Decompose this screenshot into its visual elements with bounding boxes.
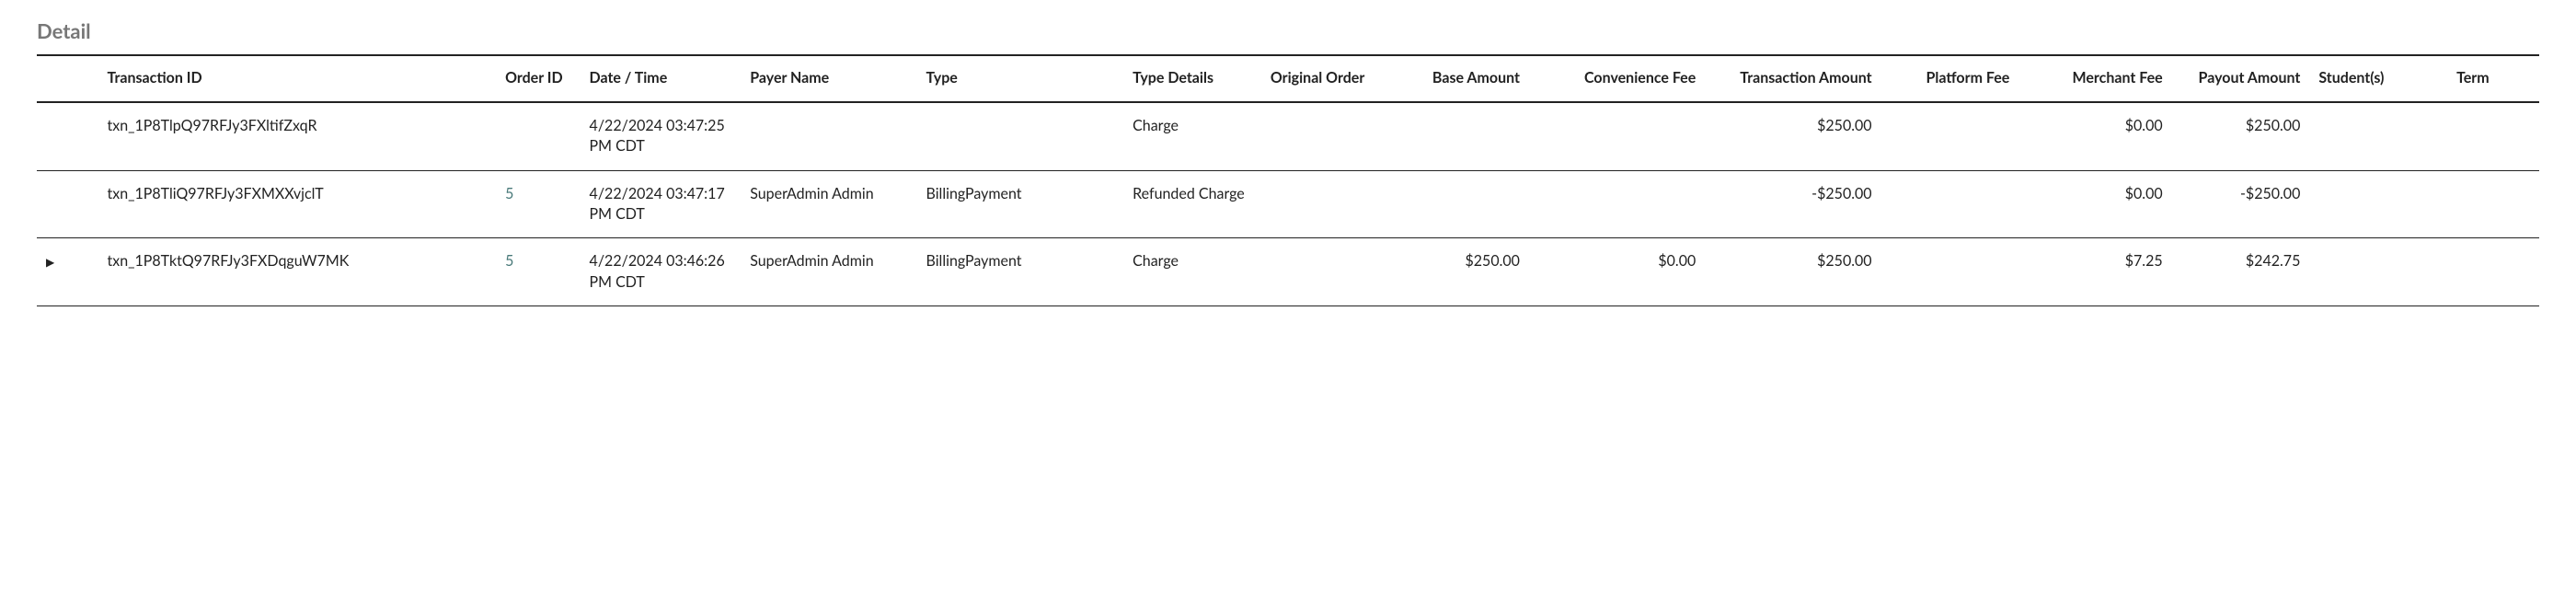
- cell-payout-amount: $242.75: [2172, 238, 2310, 306]
- table-row: txn_1P8TlpQ97RFJy3FXltifZxqR 4/22/2024 03…: [37, 102, 2539, 170]
- cell-transaction-id: txn_1P8TliQ97RFJy3FXMXXvjclT: [98, 170, 497, 238]
- table-body: txn_1P8TlpQ97RFJy3FXltifZxqR 4/22/2024 03…: [37, 102, 2539, 306]
- expand-cell: [37, 102, 98, 170]
- col-original-order: Original Order: [1261, 55, 1399, 102]
- col-transaction-amount: Transaction Amount: [1705, 55, 1880, 102]
- cell-merchant-fee: $7.25: [2018, 238, 2171, 306]
- cell-type-details: Refunded Charge: [1123, 170, 1261, 238]
- col-term: Term: [2447, 55, 2539, 102]
- cell-type: [917, 102, 1124, 170]
- cell-order-id-link[interactable]: 5: [505, 185, 513, 202]
- cell-payout-amount: -$250.00: [2172, 170, 2310, 238]
- cell-base-amount: [1399, 102, 1529, 170]
- cell-payer-name: [741, 102, 916, 170]
- col-students: Student(s): [2309, 55, 2447, 102]
- cell-order-id: 5: [496, 170, 580, 238]
- cell-transaction-id: txn_1P8TlpQ97RFJy3FXltifZxqR: [98, 102, 497, 170]
- cell-platform-fee: [1881, 102, 2019, 170]
- table-row: txn_1P8TliQ97RFJy3FXMXXvjclT 5 4/22/2024 0…: [37, 170, 2539, 238]
- cell-term: [2447, 170, 2539, 238]
- col-base-amount: Base Amount: [1399, 55, 1529, 102]
- cell-datetime: 4/22/2024 03:47:25 PM CDT: [581, 102, 742, 170]
- cell-type-details: Charge: [1123, 102, 1261, 170]
- cell-datetime: 4/22/2024 03:46:26 PM CDT: [581, 238, 742, 306]
- col-type-details: Type Details: [1123, 55, 1261, 102]
- cell-payer-name: SuperAdmin Admin: [741, 170, 916, 238]
- cell-payout-amount: $250.00: [2172, 102, 2310, 170]
- cell-original-order: [1261, 238, 1399, 306]
- col-type: Type: [917, 55, 1124, 102]
- cell-type: BillingPayment: [917, 238, 1124, 306]
- cell-transaction-amount: -$250.00: [1705, 170, 1880, 238]
- transactions-table: Transaction ID Order ID Date / Time Paye…: [37, 54, 2539, 306]
- col-payout-amount: Payout Amount: [2172, 55, 2310, 102]
- cell-order-id: [496, 102, 580, 170]
- table-header: Transaction ID Order ID Date / Time Paye…: [37, 55, 2539, 102]
- col-platform-fee: Platform Fee: [1881, 55, 2019, 102]
- cell-transaction-amount: $250.00: [1705, 102, 1880, 170]
- col-merchant-fee: Merchant Fee: [2018, 55, 2171, 102]
- col-payer-name: Payer Name: [741, 55, 916, 102]
- cell-order-id: 5: [496, 238, 580, 306]
- expand-row-icon[interactable]: ▶: [46, 255, 54, 271]
- cell-transaction-amount: $250.00: [1705, 238, 1880, 306]
- cell-transaction-id: txn_1P8TktQ97RFJy3FXDqguW7MK: [98, 238, 497, 306]
- cell-original-order: [1261, 170, 1399, 238]
- cell-original-order: [1261, 102, 1399, 170]
- cell-payer-name: SuperAdmin Admin: [741, 238, 916, 306]
- detail-section: Detail Transaction ID Order ID: [0, 0, 2576, 325]
- cell-order-id-link[interactable]: 5: [505, 252, 513, 270]
- col-convenience-fee: Convenience Fee: [1529, 55, 1705, 102]
- expand-cell: [37, 170, 98, 238]
- cell-students: [2309, 170, 2447, 238]
- cell-term: [2447, 102, 2539, 170]
- cell-merchant-fee: $0.00: [2018, 102, 2171, 170]
- cell-type: BillingPayment: [917, 170, 1124, 238]
- expand-cell[interactable]: ▶: [37, 238, 98, 306]
- section-title: Detail: [37, 18, 2539, 43]
- cell-base-amount: $250.00: [1399, 238, 1529, 306]
- cell-type-details: Charge: [1123, 238, 1261, 306]
- col-expand: [37, 55, 98, 102]
- cell-term: [2447, 238, 2539, 306]
- cell-convenience-fee: [1529, 170, 1705, 238]
- cell-datetime: 4/22/2024 03:47:17 PM CDT: [581, 170, 742, 238]
- cell-convenience-fee: $0.00: [1529, 238, 1705, 306]
- cell-convenience-fee: [1529, 102, 1705, 170]
- cell-merchant-fee: $0.00: [2018, 170, 2171, 238]
- col-datetime: Date / Time: [581, 55, 742, 102]
- cell-platform-fee: [1881, 170, 2019, 238]
- col-order-id: Order ID: [496, 55, 580, 102]
- table-row: ▶ txn_1P8TktQ97RFJy3FXDqguW7MK 5 4/22/2024 …: [37, 238, 2539, 306]
- cell-students: [2309, 102, 2447, 170]
- cell-platform-fee: [1881, 238, 2019, 306]
- cell-base-amount: [1399, 170, 1529, 238]
- cell-students: [2309, 238, 2447, 306]
- col-transaction-id: Transaction ID: [98, 55, 497, 102]
